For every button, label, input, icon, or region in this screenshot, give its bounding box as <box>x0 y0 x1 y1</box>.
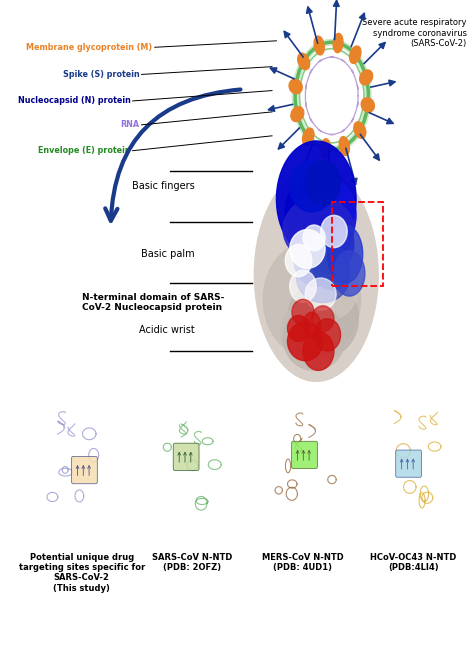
Text: Basic palm: Basic palm <box>141 249 195 259</box>
FancyBboxPatch shape <box>292 441 318 469</box>
Ellipse shape <box>283 306 345 371</box>
Ellipse shape <box>333 33 343 53</box>
Ellipse shape <box>285 180 329 245</box>
Ellipse shape <box>312 306 334 332</box>
FancyBboxPatch shape <box>72 456 97 484</box>
Ellipse shape <box>361 98 374 112</box>
Ellipse shape <box>303 332 334 371</box>
Text: Acidic wrist: Acidic wrist <box>139 325 195 336</box>
Ellipse shape <box>334 251 365 296</box>
Text: Membrane glycoprotein (M): Membrane glycoprotein (M) <box>27 43 153 52</box>
Ellipse shape <box>303 312 321 338</box>
Ellipse shape <box>350 46 361 64</box>
Text: RNA: RNA <box>120 120 139 129</box>
Ellipse shape <box>276 141 356 257</box>
Text: MERS-CoV N-NTD
(PDB: 4UD1): MERS-CoV N-NTD (PDB: 4UD1) <box>262 553 344 572</box>
Ellipse shape <box>288 280 358 358</box>
Ellipse shape <box>305 278 336 310</box>
Ellipse shape <box>302 128 314 145</box>
Ellipse shape <box>354 122 366 138</box>
Ellipse shape <box>288 322 323 361</box>
Ellipse shape <box>263 241 361 358</box>
Text: N-terminal domain of SARS-
CoV-2 Nucleocapsid protein: N-terminal domain of SARS- CoV-2 Nucleoc… <box>82 293 224 312</box>
Ellipse shape <box>321 215 347 248</box>
Ellipse shape <box>305 254 358 319</box>
Text: Nucleocapsid (N) protein: Nucleocapsid (N) protein <box>18 97 130 105</box>
Ellipse shape <box>339 136 349 156</box>
Text: Severe acute respiratory
syndrome coronavirus
(SARS-CoV-2): Severe acute respiratory syndrome corona… <box>362 18 467 48</box>
Ellipse shape <box>328 225 363 283</box>
Ellipse shape <box>290 160 334 212</box>
Ellipse shape <box>291 106 304 121</box>
Ellipse shape <box>298 53 310 69</box>
FancyBboxPatch shape <box>396 450 421 477</box>
Ellipse shape <box>360 70 373 85</box>
Ellipse shape <box>285 245 312 276</box>
Ellipse shape <box>292 299 314 325</box>
Ellipse shape <box>281 306 325 358</box>
Bar <box>332 202 383 286</box>
Text: SARS-CoV N-NTD
(PDB: 2OFZ): SARS-CoV N-NTD (PDB: 2OFZ) <box>152 553 233 572</box>
Ellipse shape <box>314 36 324 55</box>
Text: Envelope (E) protein: Envelope (E) protein <box>38 146 130 155</box>
Circle shape <box>295 42 368 149</box>
Ellipse shape <box>301 215 354 273</box>
Ellipse shape <box>314 319 341 351</box>
Ellipse shape <box>294 235 338 286</box>
Ellipse shape <box>296 251 349 302</box>
Text: Basic fingers: Basic fingers <box>132 181 195 191</box>
FancyBboxPatch shape <box>173 443 199 471</box>
Text: HCoV-OC43 N-NTD
(PDB:4LI4): HCoV-OC43 N-NTD (PDB:4LI4) <box>370 553 457 572</box>
Ellipse shape <box>314 245 349 289</box>
Ellipse shape <box>288 315 310 341</box>
Ellipse shape <box>283 197 354 262</box>
Ellipse shape <box>294 177 356 254</box>
Ellipse shape <box>320 139 330 158</box>
Ellipse shape <box>289 79 302 93</box>
Ellipse shape <box>303 225 325 251</box>
Ellipse shape <box>290 230 325 268</box>
Ellipse shape <box>255 168 378 382</box>
Ellipse shape <box>290 270 316 302</box>
Text: Potential unique drug
targeting sites specific for
SARS-CoV-2
(This study): Potential unique drug targeting sites sp… <box>18 553 145 593</box>
Ellipse shape <box>305 160 341 206</box>
Text: Spike (S) protein: Spike (S) protein <box>63 70 139 79</box>
